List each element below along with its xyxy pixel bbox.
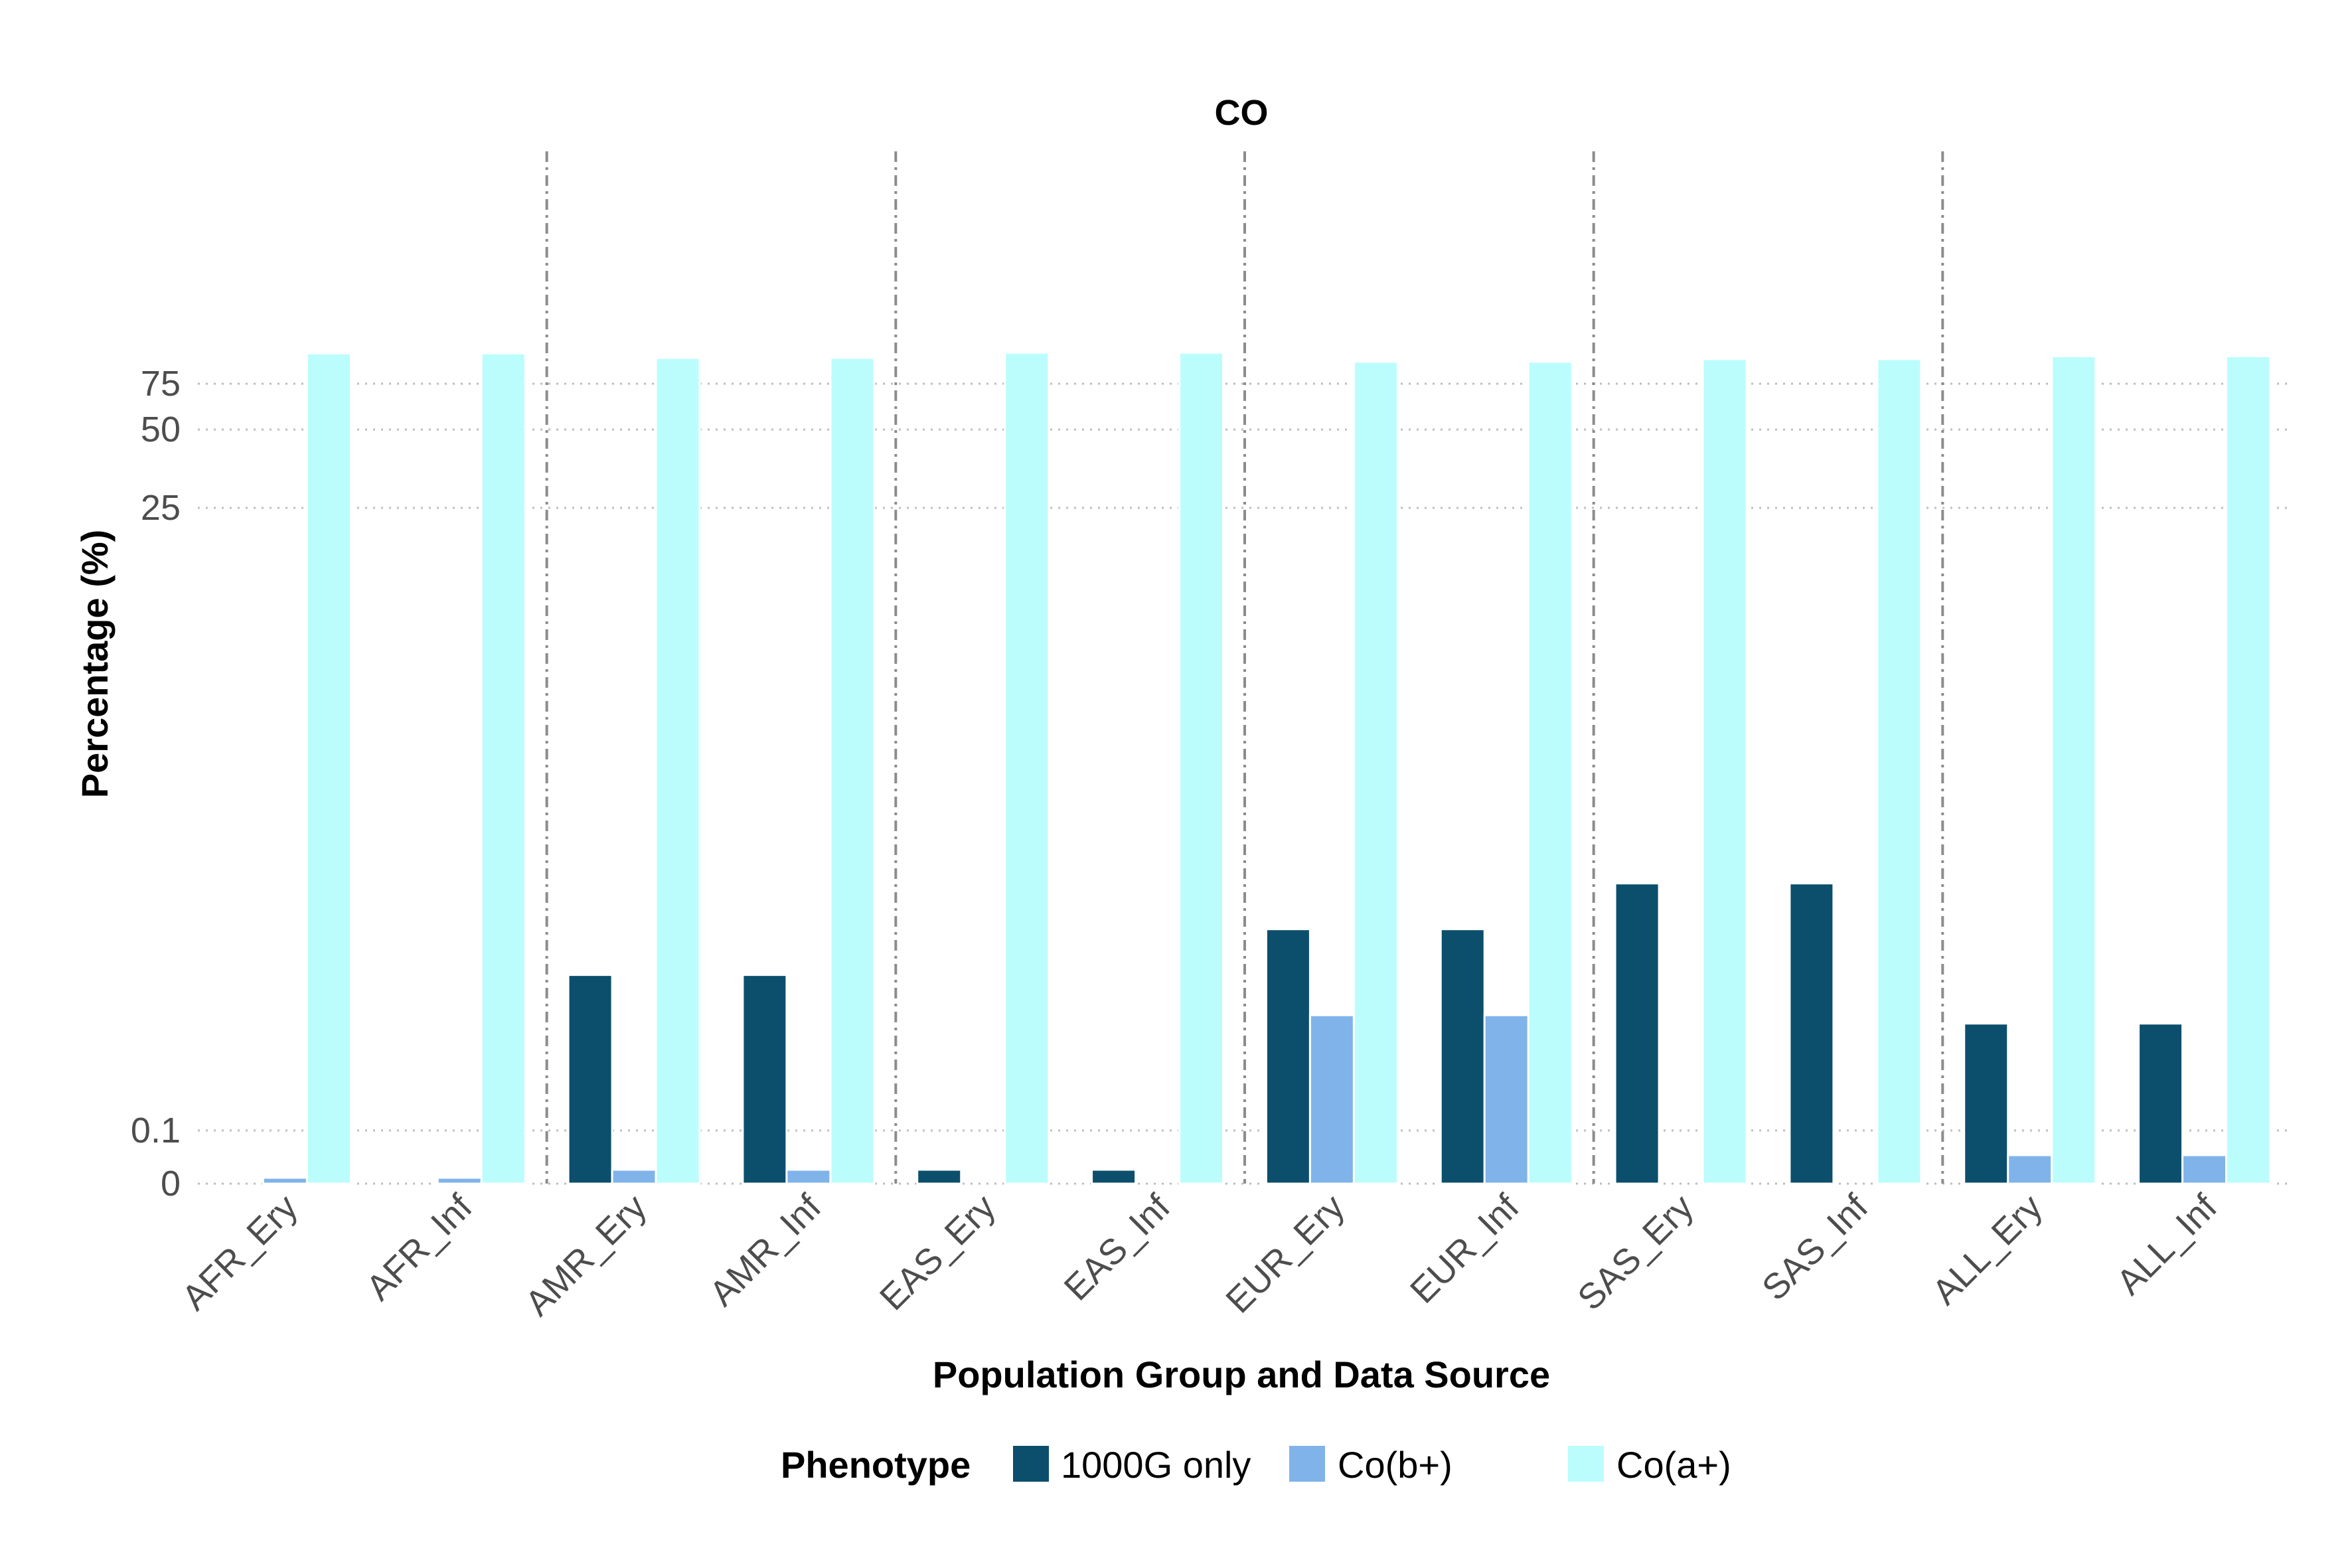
- y-tick-label: 50: [141, 410, 181, 449]
- bar: [1876, 358, 1922, 1185]
- bar: [1178, 351, 1225, 1185]
- legend-label: Co(b+): [1338, 1444, 1452, 1486]
- bar: [1091, 1168, 1137, 1185]
- bar: [1352, 360, 1399, 1185]
- y-tick-label: 25: [141, 488, 181, 528]
- legend-key: [1289, 1446, 1325, 1482]
- legend-label: Co(a+): [1616, 1444, 1731, 1486]
- legend-key: [1013, 1446, 1049, 1482]
- y-tick-label: 0: [161, 1164, 181, 1204]
- bars: [262, 351, 2272, 1185]
- bar: [2138, 1022, 2184, 1185]
- legend-label: 1000G only: [1061, 1444, 1251, 1486]
- bar: [305, 352, 352, 1185]
- chart-title: CO: [1215, 93, 1269, 133]
- bar: [829, 356, 876, 1185]
- bar: [2225, 355, 2272, 1185]
- bar: [567, 974, 613, 1185]
- y-axis-ticks: 0 0.1 25 50 75: [131, 364, 181, 1204]
- group-separators: [545, 151, 1944, 1184]
- bar: [2051, 355, 2097, 1185]
- bar: [655, 356, 701, 1185]
- bar: [1788, 882, 1835, 1185]
- bar: [480, 352, 526, 1185]
- legend-title: Phenotype: [781, 1444, 971, 1486]
- bar: [1963, 1022, 2009, 1185]
- legend: Phenotype 1000G only Co(b+) Co(a+): [781, 1444, 1731, 1486]
- x-axis-title: Population Group and Data Source: [933, 1354, 1550, 1395]
- bar: [916, 1168, 963, 1185]
- bar: [1439, 928, 1486, 1185]
- bar: [785, 1168, 832, 1185]
- bar: [2181, 1154, 2228, 1185]
- bar: [436, 1176, 483, 1185]
- bar: [1483, 1014, 1529, 1185]
- bar: [1614, 882, 1660, 1185]
- bar: [611, 1168, 657, 1185]
- bar: [1701, 358, 1748, 1185]
- bar: [2007, 1154, 2053, 1185]
- legend-key: [1568, 1446, 1604, 1482]
- bar: [1527, 360, 1573, 1185]
- bar: [1308, 1014, 1355, 1185]
- bar: [742, 974, 788, 1185]
- y-axis-title: Percentage (%): [74, 530, 116, 799]
- bar: [1004, 351, 1050, 1185]
- y-tick-label: 75: [141, 364, 181, 404]
- bar: [1265, 928, 1311, 1185]
- bar: [262, 1176, 308, 1185]
- y-tick-label: 0.1: [131, 1111, 181, 1150]
